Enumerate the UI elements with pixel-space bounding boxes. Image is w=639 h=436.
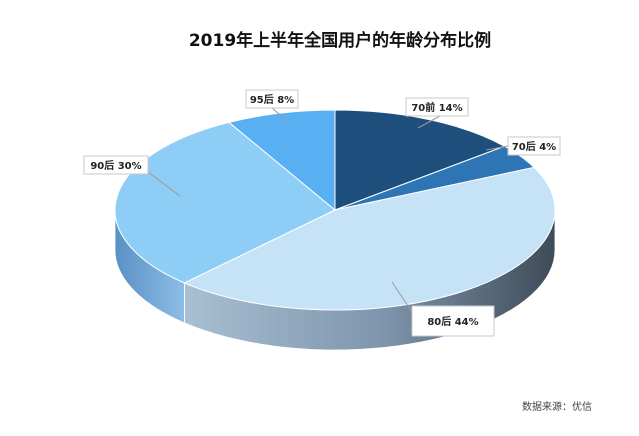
- data-label-box-3: [411, 305, 495, 337]
- leader-line-3: [391, 281, 413, 313]
- data-labels: 70前 14% 70后 4% 80后 44% 90后 30% 95后 8%: [83, 89, 561, 337]
- source-note: 数据来源：优信: [522, 400, 592, 413]
- leader-line-5: [271, 107, 287, 121]
- data-label-4: 90后 30%: [90, 159, 141, 172]
- pie-slices: [114, 109, 556, 311]
- slice-4: [114, 121, 336, 284]
- leader-line-2: [485, 145, 509, 151]
- slice-3: [183, 166, 556, 311]
- data-label-box-4: [83, 155, 149, 175]
- data-label-box-1: [405, 97, 469, 117]
- chart-title: 2019年上半年全国用户的年龄分布比例: [189, 30, 491, 51]
- leader-line-4: [147, 171, 181, 197]
- data-label-box-5: [245, 89, 299, 109]
- data-label-2: 70后 4%: [512, 140, 556, 153]
- data-label-3: 80后 44%: [427, 315, 478, 328]
- slice-5: [227, 109, 336, 212]
- data-label-5: 95后 8%: [250, 93, 294, 106]
- slice-1: [334, 109, 506, 211]
- data-label-1: 70前 14%: [411, 101, 462, 114]
- data-label-box-2: [507, 136, 561, 156]
- leader-line-1: [417, 115, 441, 129]
